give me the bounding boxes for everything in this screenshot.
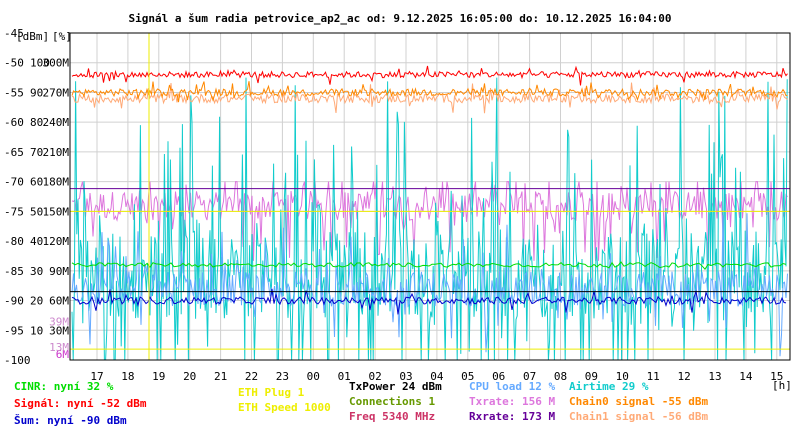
x-tick-label: 14: [739, 370, 753, 383]
legend-rxrate: Rxrate: 173 M: [469, 410, 556, 423]
legend-eth-speed: ETH Speed 1000: [238, 401, 331, 414]
legend-eth-plug: ETH Plug 1: [238, 386, 305, 399]
x-tick-label: 04: [430, 370, 444, 383]
x-tick-label: 08: [554, 370, 567, 383]
y-pct-tick-label: 90: [30, 86, 43, 99]
x-tick-label: 07: [523, 370, 536, 383]
x-tick-label: 21: [214, 370, 227, 383]
legend-cinr: CINR: nyní 32 %: [14, 380, 114, 393]
y-rate-tick-label: 30M: [49, 324, 69, 337]
x-tick-label: 20: [183, 370, 196, 383]
x-tick-label: 13: [708, 370, 721, 383]
y-pct-tick-label: 60: [30, 176, 43, 189]
x-tick-label: 12: [677, 370, 690, 383]
y-pct-tick-label: 50: [30, 205, 43, 218]
cinr-line: [71, 261, 787, 271]
chart-title: Signál a šum radia petrovice_ap2_ac od: …: [128, 12, 671, 25]
cpu-line: [71, 213, 788, 357]
y-dbm-tick-label: -65: [4, 146, 24, 159]
x-tick-label: 09: [585, 370, 598, 383]
y-rate-tick-label: 120M: [43, 235, 70, 248]
y-pct-tick-label: 100: [30, 57, 50, 70]
x-tick-label: 05: [461, 370, 474, 383]
legend-freq: Freq 5340 MHz: [349, 410, 436, 423]
y-pct-tick-label: 80: [30, 116, 43, 129]
y-rate-inline-label: 39M: [49, 315, 69, 328]
y-rate-tick-label: 270M: [43, 86, 70, 99]
x-tick-label: 11: [647, 370, 660, 383]
series-layer: [70, 33, 790, 361]
axis-layer: 17 18 19 20 21 22 23 00 01 02 03 04 05 06 07 08 09 10 11 12…: [4, 27, 791, 383]
y-rate-tick-label: 240M: [43, 116, 70, 129]
y-dbm-tick-label: -90: [4, 295, 24, 308]
y-dbm-tick-label: -50: [4, 57, 24, 70]
legend-txpower: TxPower 24 dBm: [349, 380, 442, 393]
unit-pct-label: [%]: [52, 30, 72, 43]
y-rate-tick-label: 150M: [43, 205, 70, 218]
y-dbm-tick-label: -45: [4, 27, 24, 40]
y-dbm-tick-label: -100: [4, 354, 31, 367]
y-pct-tick-label: 10: [30, 324, 43, 337]
unit-dbm-label: [dBm]: [16, 30, 49, 43]
legend-noise: Šum: nyní -90 dBm: [14, 414, 127, 427]
y-dbm-tick-label: -70: [4, 176, 24, 189]
x-tick-label: 02: [368, 370, 381, 383]
y-rate-tick-label: 180M: [43, 176, 70, 189]
legend-chain1: Chain1 signal -56 dBm: [569, 410, 709, 423]
y-dbm-tick-label: -95: [4, 324, 24, 337]
y-dbm-tick-label: -75: [4, 205, 24, 218]
noise-line: [71, 288, 787, 315]
legend-cpu: CPU load 12 %: [469, 380, 556, 393]
txrate-line: [71, 181, 788, 261]
legend-chain0: Chain0 signal -55 dBm: [569, 395, 709, 408]
signal-line: [71, 65, 788, 86]
chain1-line: [71, 82, 788, 114]
y-pct-tick-label: 70: [30, 146, 43, 159]
x-tick-label: 15: [770, 370, 783, 383]
y-rate-tick-label: 90M: [49, 265, 69, 278]
y-dbm-tick-label: -60: [4, 116, 24, 129]
y-pct-tick-label: 20: [30, 295, 43, 308]
y-rate-tick-label: 210M: [43, 146, 70, 159]
chain0-line: [71, 81, 788, 103]
y-rate-tick-label: 60M: [49, 295, 69, 308]
x-tick-label: 10: [616, 370, 629, 383]
x-tick-label: 06: [492, 370, 505, 383]
y-rate-inline-label: 13M: [49, 341, 69, 354]
x-tick-label: 00: [307, 370, 320, 383]
x-tick-label: 23: [276, 370, 289, 383]
y-rate-tick-label: 6M: [56, 348, 70, 361]
x-tick-label: 03: [399, 370, 412, 383]
legend-connections: Connections 1: [349, 395, 436, 408]
legend-airtime: Airtime 29 %: [569, 380, 649, 393]
x-tick-label: 22: [245, 370, 258, 383]
x-tick-label: 17: [90, 370, 103, 383]
x-unit-label: [h]: [772, 379, 792, 392]
airtime-line: [71, 77, 788, 361]
x-tick-label: 18: [121, 370, 134, 383]
y-dbm-tick-label: -80: [4, 235, 24, 248]
y-pct-tick-label: 40: [30, 235, 43, 248]
y-rate-tick-label: 300M: [43, 57, 70, 70]
y-dbm-tick-label: -85: [4, 265, 24, 278]
x-tick-label: 19: [152, 370, 165, 383]
legend-signal: Signál: nyní -52 dBm: [14, 397, 147, 410]
y-dbm-tick-label: -55: [4, 86, 24, 99]
x-tick-label: 01: [338, 370, 351, 383]
plot-frame: [69, 32, 791, 361]
y-pct-tick-label: 30: [30, 265, 43, 278]
legend-txrate: Txrate: 156 M: [469, 395, 556, 408]
